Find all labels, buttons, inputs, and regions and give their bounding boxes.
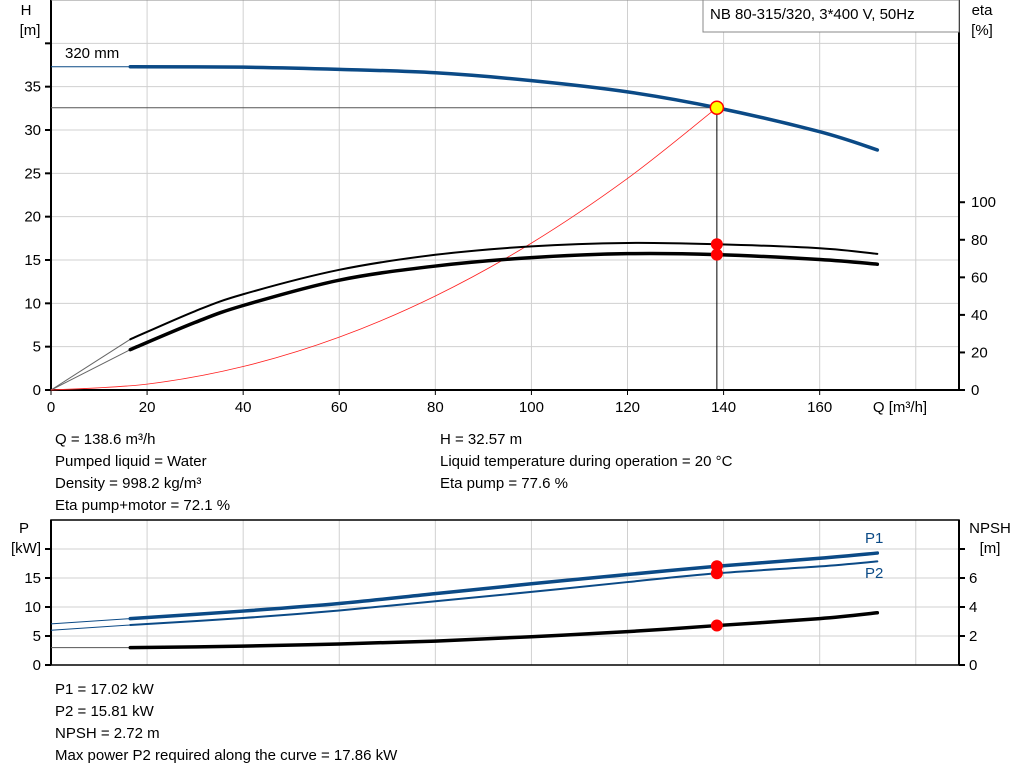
chart-title: NB 80-315/320, 3*400 V, 50Hz: [710, 6, 915, 23]
p1-curve: [128, 551, 880, 621]
h-tick-label: 25: [24, 165, 41, 182]
p1-result: P1 = 17.02 kW: [55, 681, 154, 698]
eta-pump-motor-curve: [128, 251, 880, 352]
eta-tick-label: 80: [971, 232, 988, 249]
power-curve-extension: [50, 624, 131, 631]
npsh-duty-point: [710, 619, 723, 632]
head-result: H = 32.57 m: [440, 431, 523, 448]
eta-pump-motor: Eta pump+motor = 72.1 %: [55, 497, 231, 514]
power-curve-extension: [50, 618, 131, 625]
eta-axis-label: eta: [972, 2, 994, 19]
eta-tick-label: 20: [971, 344, 988, 361]
results-power: P1 = 17.02 kW P2 = 15.81 kW NPSH = 2.72 …: [55, 679, 397, 767]
series-label-p2: P2: [865, 565, 883, 582]
eta-curve-extension: [50, 349, 131, 391]
x-tick-label: 0: [47, 399, 55, 416]
max-p2-result: Max power P2 required along the curve = …: [55, 747, 398, 764]
x-tick-label: 120: [615, 399, 640, 416]
p-tick-label: 0: [33, 657, 41, 674]
series-label-p1: P1: [865, 530, 883, 547]
eta-tick-label: 100: [971, 194, 996, 211]
head-curve-320mm: [128, 64, 880, 152]
h-axis-unit: [m]: [20, 22, 41, 39]
eta-total-duty-point: [710, 248, 723, 261]
p2-curve: [129, 560, 879, 626]
results-right: H = 32.57 m Liquid temperature during op…: [440, 429, 732, 495]
npsh-axis-label: NPSH: [969, 520, 1011, 537]
p-tick-label: 10: [24, 599, 41, 616]
h-tick-label: 0: [33, 382, 41, 399]
x-tick-label: 100: [519, 399, 544, 416]
eta-tick-label: 60: [971, 269, 988, 286]
npsh-axis-unit: [m]: [980, 540, 1001, 557]
npsh-curve: [128, 611, 880, 650]
eta-tick-label: 40: [971, 307, 988, 324]
q-axis-label: Q [m³/h]: [873, 399, 927, 416]
x-tick-label: 60: [331, 399, 348, 416]
flow-result: Q = 138.6 m³/h: [55, 431, 156, 448]
pumped-liquid: Pumped liquid = Water: [55, 453, 207, 470]
eta-pump: Eta pump = 77.6 %: [440, 475, 568, 492]
h-tick-label: 15: [24, 252, 41, 269]
curve-label-320mm: 320 mm: [65, 45, 119, 62]
p-tick-label: 5: [33, 628, 41, 645]
x-tick-label: 80: [427, 399, 444, 416]
npsh-tick-label: 6: [969, 570, 977, 587]
bottom-frame: [50, 519, 960, 666]
eta-pump-curve: [129, 241, 879, 341]
npsh-tick-label: 0: [969, 657, 977, 674]
bottom-grid: 0 5 10 15 0 2 4 6: [24, 519, 977, 674]
results-left: Q = 138.6 m³/h Pumped liquid = Water Den…: [55, 429, 230, 517]
x-tick-label: 140: [711, 399, 736, 416]
npsh-result: NPSH = 2.72 m: [55, 725, 160, 742]
h-tick-label: 30: [24, 122, 41, 139]
h-tick-label: 35: [24, 79, 41, 96]
duty-point: [709, 100, 725, 115]
eta-pump-duty-point: [710, 238, 723, 251]
system-curve: [50, 107, 718, 391]
p-axis-label: P: [19, 520, 29, 537]
density: Density = 998.2 kg/m³: [55, 475, 202, 492]
eta-curve-extension: [50, 338, 131, 391]
x-tick-label: 20: [139, 399, 156, 416]
h-axis-label: H: [21, 2, 32, 19]
npsh-tick-label: 2: [969, 628, 977, 645]
top-grid: 0 20 40 60 80 100 120 140 160 0 5 10 15 20 25 30 35 0 20 40…: [24, 0, 996, 416]
p-axis-unit: [kW]: [11, 540, 41, 557]
title-box: [702, 0, 960, 33]
x-tick-label: 40: [235, 399, 252, 416]
npsh-tick-label: 4: [969, 599, 977, 616]
p2-duty-point: [710, 567, 723, 580]
p-tick-label: 15: [24, 570, 41, 587]
h-tick-label: 5: [33, 339, 41, 356]
eta-axis-unit: [%]: [971, 22, 993, 39]
h-tick-label: 20: [24, 209, 41, 226]
liquid-temperature: Liquid temperature during operation = 20…: [440, 453, 733, 470]
h-tick-label: 10: [24, 295, 41, 312]
eta-tick-label: 0: [971, 382, 979, 399]
chart-marks: [50, 64, 880, 650]
p2-result: P2 = 15.81 kW: [55, 703, 154, 720]
x-tick-label: 160: [807, 399, 832, 416]
